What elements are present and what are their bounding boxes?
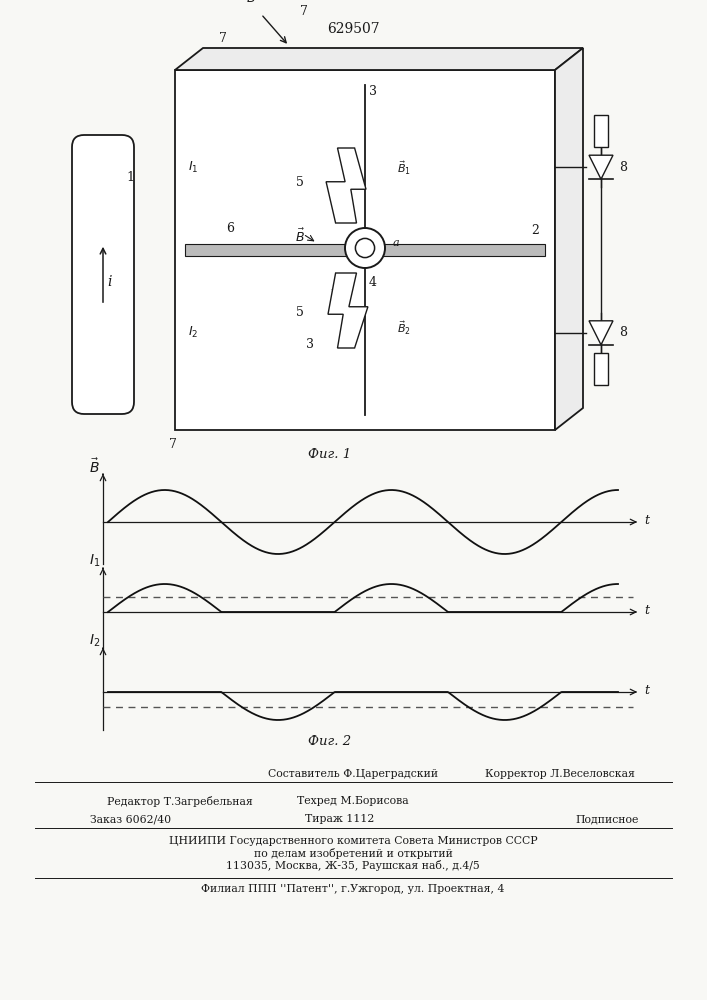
Text: $\vec{B}_2$: $\vec{B}_2$	[397, 319, 411, 337]
Text: a: a	[393, 238, 399, 248]
Text: 2: 2	[531, 224, 539, 236]
Text: 1: 1	[126, 171, 134, 184]
Text: $I_2$: $I_2$	[188, 325, 198, 340]
Polygon shape	[326, 148, 366, 223]
Text: $\vec{B}_1$: $\vec{B}_1$	[397, 159, 411, 177]
Text: 3: 3	[306, 338, 314, 351]
Text: 7: 7	[300, 5, 308, 18]
Text: Составитель Ф.Цареградский: Составитель Ф.Цареградский	[268, 769, 438, 779]
Circle shape	[345, 228, 385, 268]
Text: $I_1$: $I_1$	[188, 160, 198, 175]
Text: Заказ 6062/40: Заказ 6062/40	[90, 814, 171, 824]
Text: Фиг. 1: Фиг. 1	[308, 448, 351, 461]
Text: Техред М.Борисова: Техред М.Борисова	[297, 796, 409, 806]
Text: i: i	[107, 275, 112, 289]
Text: 5: 5	[296, 176, 304, 190]
Circle shape	[356, 238, 375, 258]
Text: 8: 8	[619, 326, 627, 339]
Text: Подписное: Подписное	[575, 814, 638, 824]
Text: ЦНИИПИ Государственного комитета Совета Министров СССР: ЦНИИПИ Государственного комитета Совета …	[169, 836, 537, 846]
Polygon shape	[175, 48, 583, 70]
Text: Филиал ППП ''Патент'', г.Ужгород, ул. Проектная, 4: Филиал ППП ''Патент'', г.Ужгород, ул. Пр…	[201, 884, 505, 894]
Bar	[185, 244, 545, 256]
Text: $I_2$: $I_2$	[88, 633, 100, 649]
Bar	[594, 115, 608, 147]
FancyBboxPatch shape	[72, 135, 134, 414]
Text: $\vec{B}$: $\vec{B}$	[295, 227, 305, 245]
Text: t: t	[644, 684, 649, 696]
Text: 4: 4	[369, 276, 377, 290]
Text: Редактор Т.Загребельная: Редактор Т.Загребельная	[107, 796, 253, 807]
Bar	[594, 353, 608, 385]
Polygon shape	[589, 321, 613, 345]
Text: Корректор Л.Веселовская: Корректор Л.Веселовская	[485, 769, 635, 779]
Text: 8: 8	[619, 161, 627, 174]
Text: Тираж 1112: Тираж 1112	[305, 814, 375, 824]
Text: по делам изобретений и открытий: по делам изобретений и открытий	[254, 848, 452, 859]
Text: 3: 3	[369, 85, 377, 98]
Text: 7: 7	[219, 32, 227, 45]
Text: $\vec{B}$: $\vec{B}$	[246, 0, 256, 6]
Text: 5: 5	[296, 306, 304, 320]
Text: Фиг. 2: Фиг. 2	[308, 735, 351, 748]
Polygon shape	[328, 273, 368, 348]
Text: S: S	[346, 326, 354, 334]
Text: N: N	[330, 198, 339, 208]
Text: t: t	[644, 603, 649, 616]
Text: 113035, Москва, Ж-35, Раушская наб., д.4/5: 113035, Москва, Ж-35, Раушская наб., д.4…	[226, 860, 480, 871]
Text: N: N	[330, 288, 339, 298]
Text: t: t	[644, 514, 649, 526]
Text: $I_1$: $I_1$	[88, 553, 100, 569]
Polygon shape	[555, 48, 583, 430]
Bar	[175, 70, 555, 430]
Text: $\vec{B}$: $\vec{B}$	[89, 458, 100, 476]
Polygon shape	[589, 155, 613, 179]
Text: 7: 7	[169, 438, 177, 451]
Text: 6: 6	[226, 222, 234, 234]
Text: S: S	[346, 161, 354, 170]
Text: 629507: 629507	[327, 22, 380, 36]
